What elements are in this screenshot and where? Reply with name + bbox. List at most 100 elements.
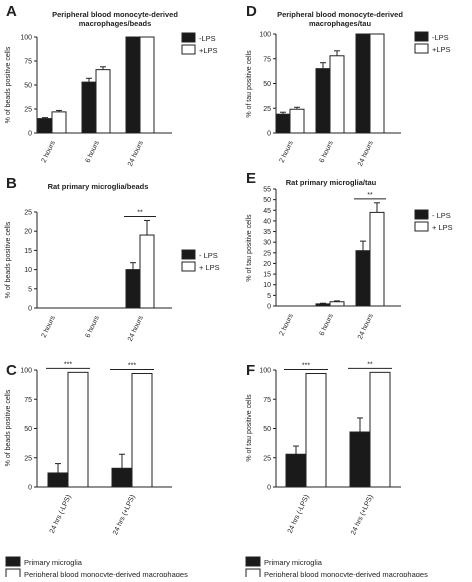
panel-label: D [246, 3, 257, 20]
panel-D: D Peripheral blood monocyte-derived macrop… [246, 3, 451, 168]
legend-label: Peripheral blood monocyte-derived macrop… [264, 570, 428, 577]
y-tick-label: 20 [24, 229, 32, 236]
significance-label: *** [64, 361, 72, 368]
legend-swatch [5, 568, 21, 579]
legend-swatch [245, 556, 261, 567]
bar-A-1-0 [81, 81, 97, 134]
panel-B: B Rat primary microglia/beads % of beads p… [5, 175, 220, 343]
bar-A-2-0 [125, 36, 141, 134]
bar-D-2-1 [369, 33, 385, 134]
bar-E-1-1 [329, 301, 345, 307]
y-tick-label: 0 [267, 131, 271, 138]
legend-label: Peripheral blood monocyte-derived macrop… [24, 570, 188, 577]
bar-C-0-0 [47, 472, 69, 488]
x-tick-label: 24 hours [357, 312, 375, 340]
y-tick-label: 45 [263, 208, 271, 215]
y-axis-label: % of beads positive cells [5, 46, 12, 123]
y-tick-label: 0 [28, 485, 32, 492]
y-tick-label: 15 [263, 272, 271, 279]
panel-label: F [246, 362, 255, 379]
bar-A-0-0 [37, 118, 53, 134]
y-axis-label: % of beads positive cells [5, 221, 12, 298]
bar-C-1-0 [111, 467, 133, 488]
y-tick-label: 25 [24, 107, 32, 114]
y-tick-label: 25 [263, 250, 271, 257]
legend-label: Primary microglia [264, 558, 323, 567]
bar-F-0-0 [285, 453, 307, 488]
legend-swatch [245, 568, 261, 579]
x-tick-label: 24 hours [127, 314, 145, 342]
y-tick-label: 100 [20, 35, 32, 42]
bar-A-1-1 [95, 69, 111, 134]
legend-label: -LPS [199, 34, 216, 43]
y-tick-label: 75 [24, 397, 32, 404]
bar-A-0-1 [51, 111, 67, 134]
bar-C-0-1 [67, 371, 89, 488]
y-axis-label: % of tau positive cells [246, 50, 253, 118]
y-tick-label: 25 [24, 455, 32, 462]
y-tick-label: 0 [28, 306, 32, 313]
bar-D-1-0 [315, 68, 331, 134]
bar-A-2-1 [139, 36, 155, 134]
legend-swatch [414, 31, 429, 42]
y-tick-label: 0 [267, 304, 271, 311]
panel-label: B [6, 175, 17, 192]
chart-title-line: macrophages/beads [79, 19, 152, 28]
y-tick-label: 35 [263, 229, 271, 236]
x-tick-label: 2 hours [41, 139, 57, 164]
x-tick-label: 2 hours [279, 312, 295, 337]
panel-F: F % of tau positive cells 0 25 50 75 100 24 hrs… [245, 361, 428, 579]
y-tick-label: 5 [28, 286, 32, 293]
x-tick-label: 6 hours [85, 139, 101, 164]
legend-label: - LPS [199, 251, 218, 260]
legend-label: + LPS [199, 263, 220, 272]
legend-swatch [414, 209, 429, 220]
bar-B-2-1 [139, 234, 155, 309]
y-axis-label: % of tau positive cells [246, 394, 253, 462]
y-tick-label: 25 [263, 455, 271, 462]
legend-swatch [181, 261, 196, 272]
legend-swatch [414, 43, 429, 54]
chart-title-line: Peripheral blood monocyte-derived [52, 10, 178, 19]
x-tick-label: 24 hrs (+LPS) [112, 494, 137, 536]
y-tick-label: 30 [263, 240, 271, 247]
bar-E-2-0 [355, 250, 371, 307]
significance-label: *** [302, 363, 310, 370]
bar-F-1-1 [369, 371, 391, 488]
y-tick-label: 100 [259, 368, 271, 375]
panel-E: E Rat primary microglia/tau % of tau posit… [246, 170, 453, 341]
y-tick-label: 55 [263, 187, 271, 194]
chart-title: Peripheral blood monocyte-derived macroph… [277, 10, 403, 28]
y-tick-label: 15 [24, 248, 32, 255]
y-tick-label: 10 [263, 282, 271, 289]
y-tick-label: 100 [259, 32, 271, 39]
legend-swatch [5, 556, 21, 567]
y-tick-label: 50 [263, 426, 271, 433]
y-axis-label: % of tau positive cells [246, 214, 253, 282]
legend-label: +LPS [199, 46, 218, 55]
x-tick-label: 24 hrs (-LPS) [49, 494, 73, 535]
significance-label: *** [128, 363, 136, 370]
y-tick-label: 25 [24, 210, 32, 217]
significance-label: ** [367, 361, 373, 368]
y-tick-label: 50 [24, 83, 32, 90]
bar-D-1-1 [329, 55, 345, 134]
y-tick-label: 0 [267, 485, 271, 492]
y-tick-label: 5 [267, 293, 271, 300]
y-tick-label: 50 [263, 197, 271, 204]
y-axis-label: % of beads positive cells [5, 389, 12, 466]
y-tick-label: 50 [24, 426, 32, 433]
bar-D-2-0 [355, 33, 371, 134]
x-tick-label: 6 hours [319, 139, 335, 164]
legend-label: -LPS [432, 33, 449, 42]
bar-F-0-1 [305, 373, 327, 488]
y-tick-label: 100 [20, 368, 32, 375]
bar-B-2-0 [125, 269, 141, 309]
chart-title-line: Peripheral blood monocyte-derived [277, 10, 403, 19]
bar-F-1-0 [349, 431, 371, 488]
significance-label: ** [137, 209, 143, 216]
x-tick-label: 2 hours [279, 139, 295, 164]
y-tick-label: 50 [263, 81, 271, 88]
